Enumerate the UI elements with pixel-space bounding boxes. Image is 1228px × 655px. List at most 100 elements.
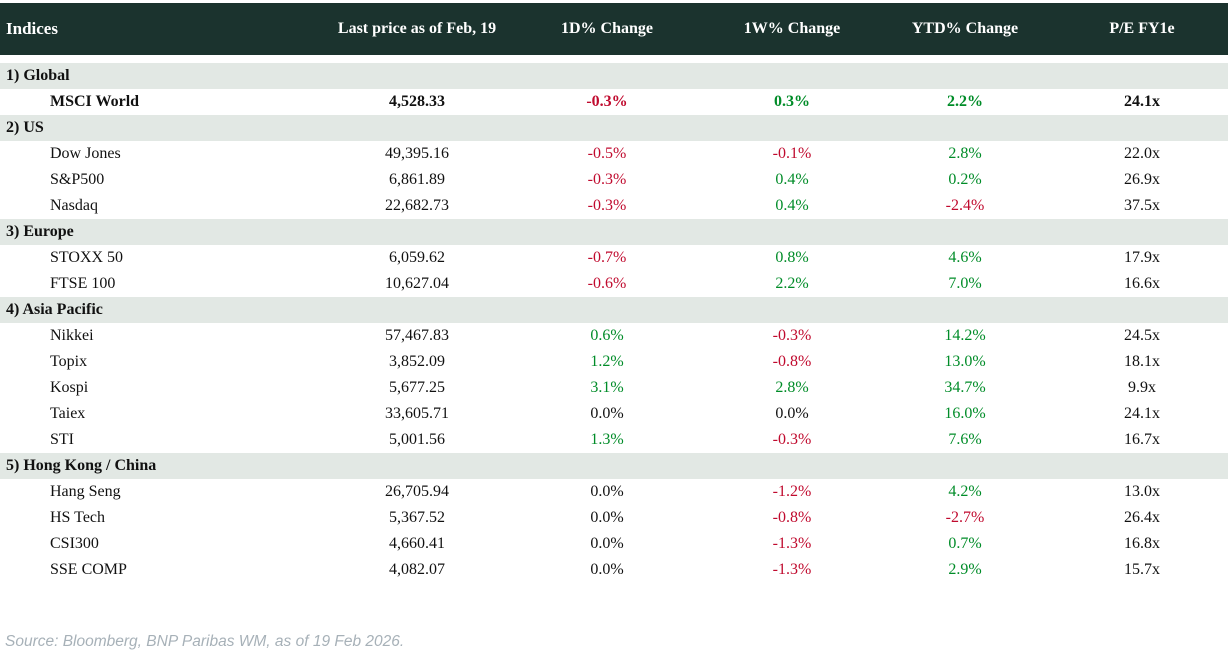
change-1d: -0.3% (587, 197, 627, 214)
index-name: Taiex (50, 405, 86, 422)
change-1d: 1.2% (590, 353, 624, 370)
change-1w: -0.8% (772, 353, 812, 370)
index-name: SSE COMP (50, 561, 127, 578)
table-row: STOXX 50 6,059.62 -0.7% 0.8% 4.6% 17.9x (0, 245, 1228, 271)
table-row: Taiex 33,605.71 0.0% 0.0% 16.0% 24.1x (0, 401, 1228, 427)
last-price: 5,001.56 (389, 431, 445, 448)
change-ytd: 34.7% (944, 379, 986, 396)
table-row: SSE COMP 4,082.07 0.0% -1.3% 2.9% 15.7x (0, 557, 1228, 583)
change-ytd: 13.0% (944, 353, 986, 370)
change-1w: -1.3% (772, 561, 812, 578)
change-1d: 0.0% (590, 405, 624, 422)
change-1w: -0.8% (772, 509, 812, 526)
index-name: STI (50, 431, 74, 448)
last-price: 26,705.94 (385, 483, 449, 500)
change-1d: -0.7% (587, 249, 627, 266)
section-row: 5) Hong Kong / China (0, 453, 1228, 479)
last-price: 3,852.09 (389, 353, 445, 370)
change-1d: 0.0% (590, 561, 624, 578)
index-name: Nikkei (50, 327, 94, 344)
section-row: 3) Europe (0, 219, 1228, 245)
change-1w: -1.2% (772, 483, 812, 500)
change-ytd: 14.2% (944, 327, 986, 344)
column-header-pe-fy1e: P/E FY1e (1109, 20, 1175, 37)
last-price: 4,082.07 (389, 561, 445, 578)
last-price: 6,059.62 (389, 249, 445, 266)
last-price: 5,367.52 (389, 509, 445, 526)
section-row: 2) US (0, 115, 1228, 141)
pe-ratio: 26.4x (1124, 509, 1160, 526)
change-1d: -0.6% (587, 275, 627, 292)
table-row: Kospi 5,677.25 3.1% 2.8% 34.7% 9.9x (0, 375, 1228, 401)
pe-ratio: 16.6x (1124, 275, 1160, 292)
change-1w: -1.3% (772, 535, 812, 552)
table-row: Hang Seng 26,705.94 0.0% -1.2% 4.2% 13.0x (0, 479, 1228, 505)
change-1w: 0.3% (774, 93, 810, 110)
change-1d: 0.6% (590, 327, 624, 344)
last-price: 10,627.04 (385, 275, 449, 292)
pe-ratio: 24.5x (1124, 327, 1160, 344)
last-price: 4,660.41 (389, 535, 445, 552)
change-ytd: 2.8% (948, 145, 982, 162)
pe-ratio: 13.0x (1124, 483, 1160, 500)
change-1d: -0.5% (587, 145, 627, 162)
last-price: 49,395.16 (385, 145, 449, 162)
change-1w: 0.4% (775, 171, 809, 188)
section-row: 1) Global (0, 63, 1228, 89)
change-1w: 0.4% (775, 197, 809, 214)
pe-ratio: 18.1x (1124, 353, 1160, 370)
change-1d: -0.3% (586, 93, 628, 110)
change-1d: 0.0% (590, 535, 624, 552)
table-row: Nasdaq 22,682.73 -0.3% 0.4% -2.4% 37.5x (0, 193, 1228, 219)
index-name: Topix (50, 353, 88, 370)
change-1w: 2.2% (775, 275, 809, 292)
change-ytd: 2.9% (948, 561, 982, 578)
change-1w: 0.0% (775, 405, 809, 422)
change-1w: 0.8% (775, 249, 809, 266)
source-note: Source: Bloomberg, BNP Paribas WM, as of… (5, 633, 405, 650)
pe-ratio: 24.1x (1124, 93, 1160, 110)
change-ytd: 4.2% (948, 483, 982, 500)
pe-ratio: 9.9x (1128, 379, 1156, 396)
section-row: 4) Asia Pacific (0, 297, 1228, 323)
column-header-indices: Indices (6, 19, 58, 38)
change-ytd: -2.4% (945, 197, 985, 214)
change-ytd: 16.0% (944, 405, 986, 422)
table-row: HS Tech 5,367.52 0.0% -0.8% -2.7% 26.4x (0, 505, 1228, 531)
index-name: S&P500 (50, 171, 105, 188)
table-row: MSCI World 4,528.33 -0.3% 0.3% 2.2% 24.1x (0, 89, 1228, 115)
change-1w: -0.1% (772, 145, 812, 162)
index-name: STOXX 50 (50, 249, 124, 266)
change-ytd: 0.2% (948, 171, 982, 188)
pe-ratio: 37.5x (1124, 197, 1160, 214)
column-header-last-price: Last price as of Feb, 19 (337, 20, 497, 37)
index-name: FTSE 100 (50, 275, 116, 292)
table-row: S&P500 6,861.89 -0.3% 0.4% 0.2% 26.9x (0, 167, 1228, 193)
last-price: 22,682.73 (385, 197, 449, 214)
change-1d: 1.3% (590, 431, 624, 448)
change-1d: 3.1% (590, 379, 624, 396)
last-price: 33,605.71 (385, 405, 449, 422)
last-price: 4,528.33 (389, 93, 445, 110)
change-1w: 2.8% (775, 379, 809, 396)
change-1w: -0.3% (772, 327, 812, 344)
indices-table-body: 1) Global MSCI World 4,528.33 -0.3% 0.3% 2.2%… (0, 63, 1228, 583)
change-1d: 0.0% (590, 483, 624, 500)
table-header-row: Indices Last price as of Feb, 19 1D% Cha… (0, 3, 1228, 55)
index-name: Dow Jones (50, 145, 121, 162)
column-header-1w-change: 1W% Change (743, 20, 841, 37)
column-header-1d-change: 1D% Change (560, 20, 653, 37)
change-1d: 0.0% (590, 509, 624, 526)
change-ytd: -2.7% (945, 509, 985, 526)
index-name: Nasdaq (50, 197, 98, 214)
table-row: Topix 3,852.09 1.2% -0.8% 13.0% 18.1x (0, 349, 1228, 375)
table-row: STI 5,001.56 1.3% -0.3% 7.6% 16.7x (0, 427, 1228, 453)
last-price: 6,861.89 (389, 171, 445, 188)
index-name: HS Tech (50, 509, 106, 526)
change-ytd: 4.6% (948, 249, 982, 266)
change-1w: -0.3% (772, 431, 812, 448)
table-row: Nikkei 57,467.83 0.6% -0.3% 14.2% 24.5x (0, 323, 1228, 349)
table-row: FTSE 100 10,627.04 -0.6% 2.2% 7.0% 16.6x (0, 271, 1228, 297)
table-row: Dow Jones 49,395.16 -0.5% -0.1% 2.8% 22.0x (0, 141, 1228, 167)
